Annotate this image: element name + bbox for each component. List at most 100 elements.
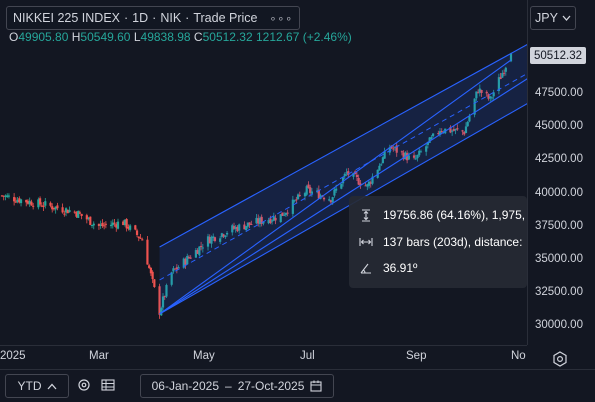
measure-bars: 137 bars (203d), distance: bbox=[383, 235, 523, 249]
candle-body bbox=[430, 137, 433, 140]
price-tick: 42500.00 bbox=[535, 153, 583, 165]
compare-button[interactable] bbox=[74, 374, 94, 396]
chart-settings-button[interactable] bbox=[551, 350, 569, 368]
time-axis[interactable] bbox=[0, 345, 527, 368]
candle-body bbox=[438, 131, 442, 135]
chevron-up-icon bbox=[47, 383, 56, 389]
candle-body bbox=[0, 195, 4, 197]
candle-body bbox=[44, 201, 47, 206]
candle-body bbox=[194, 250, 198, 258]
more-dots-icon[interactable]: ∘∘∘ bbox=[269, 12, 294, 25]
candle-body bbox=[141, 239, 144, 241]
candle-body bbox=[28, 200, 31, 205]
candle-body bbox=[234, 226, 237, 229]
candle-body bbox=[257, 218, 260, 224]
candle-body bbox=[466, 121, 469, 127]
candle-body bbox=[296, 194, 300, 200]
candle-body bbox=[172, 268, 175, 272]
price-chart[interactable] bbox=[0, 0, 527, 345]
candle-body bbox=[298, 195, 301, 197]
symbol-legend[interactable]: NIKKEI 225 INDEX · 1D · NIK · Trade Pric… bbox=[6, 6, 301, 30]
date-from: 06-Jan-2025 bbox=[151, 379, 219, 393]
compare-icon bbox=[78, 379, 90, 391]
candle-body bbox=[307, 184, 310, 188]
candle-body bbox=[333, 189, 336, 196]
measure-tooltip: 19756.86 (64.16%), 1,975, 137 bars (203d… bbox=[349, 196, 527, 288]
candle-body bbox=[99, 224, 102, 226]
date-range-picker[interactable]: 06-Jan-2025 – 27-Oct-2025 bbox=[140, 374, 334, 398]
candle-body bbox=[499, 77, 502, 80]
candle-body bbox=[151, 271, 154, 280]
candle-body bbox=[56, 205, 59, 209]
candle-body bbox=[246, 222, 249, 227]
close-value: 50512.32 bbox=[202, 30, 253, 44]
candle-body bbox=[123, 219, 127, 226]
candle-body bbox=[85, 215, 88, 220]
candle-body bbox=[407, 155, 410, 160]
candle-body bbox=[286, 212, 289, 214]
candle-body bbox=[404, 152, 407, 160]
candle-body bbox=[87, 217, 90, 219]
candle-body bbox=[383, 151, 386, 159]
candle-body bbox=[146, 239, 149, 265]
candle-body bbox=[51, 206, 54, 210]
candle-body bbox=[431, 133, 435, 137]
open-key: O bbox=[9, 30, 19, 44]
candle-body bbox=[489, 96, 492, 99]
open-value: 49905.80 bbox=[18, 30, 69, 44]
candle-body bbox=[267, 220, 270, 224]
candle-body bbox=[42, 205, 45, 207]
last-price-label: 50512.32 bbox=[530, 47, 586, 64]
candle-body bbox=[451, 130, 454, 132]
range-ytd-button[interactable]: YTD bbox=[5, 374, 69, 398]
candle-body bbox=[64, 208, 68, 213]
candle-body bbox=[208, 236, 211, 244]
candle-body bbox=[456, 128, 459, 130]
candle-body bbox=[61, 207, 64, 213]
time-tick: Sep bbox=[406, 350, 427, 362]
candle-body bbox=[224, 235, 227, 238]
candle-body bbox=[232, 226, 236, 229]
gear-icon bbox=[553, 351, 567, 367]
time-tick: Mar bbox=[89, 350, 109, 362]
candle-body bbox=[340, 183, 343, 189]
candle-body bbox=[115, 224, 118, 228]
candle-body bbox=[418, 150, 421, 156]
candle-body bbox=[355, 174, 359, 178]
candle-body bbox=[343, 173, 346, 177]
candle-body bbox=[359, 183, 362, 186]
candle-body bbox=[170, 272, 173, 285]
regression-channel-fill bbox=[159, 44, 527, 314]
candle-body bbox=[6, 195, 9, 197]
candle-body bbox=[504, 67, 507, 72]
data-window-button[interactable] bbox=[98, 374, 118, 396]
calendar-icon bbox=[310, 380, 322, 392]
candle-body bbox=[222, 234, 225, 237]
candle-body bbox=[198, 246, 201, 256]
candle-body bbox=[473, 98, 476, 115]
candle-body bbox=[425, 146, 428, 152]
time-tick: No bbox=[511, 350, 526, 362]
candle-body bbox=[25, 199, 28, 203]
candle-body bbox=[279, 214, 282, 223]
measure-diagonal bbox=[159, 59, 512, 315]
price-tick: 37500.00 bbox=[535, 220, 583, 232]
price-tick: 30000.00 bbox=[535, 319, 583, 331]
candle-body bbox=[369, 182, 372, 184]
candle-body bbox=[122, 221, 125, 226]
candle-body bbox=[158, 286, 161, 315]
measure-price-row: 19756.86 (64.16%), 1,975, bbox=[359, 208, 525, 222]
currency-dropdown[interactable]: JPY bbox=[530, 6, 576, 30]
candle-body bbox=[125, 219, 128, 229]
candle-body bbox=[283, 214, 286, 216]
candle-body bbox=[38, 198, 42, 205]
candle-body bbox=[428, 137, 431, 143]
low-key: L bbox=[133, 30, 141, 44]
candle-body bbox=[201, 247, 204, 249]
candle-body bbox=[262, 221, 265, 224]
candle-body bbox=[231, 225, 234, 233]
candle-body bbox=[317, 189, 320, 199]
candle-body bbox=[437, 133, 440, 135]
candle-body bbox=[281, 212, 284, 216]
